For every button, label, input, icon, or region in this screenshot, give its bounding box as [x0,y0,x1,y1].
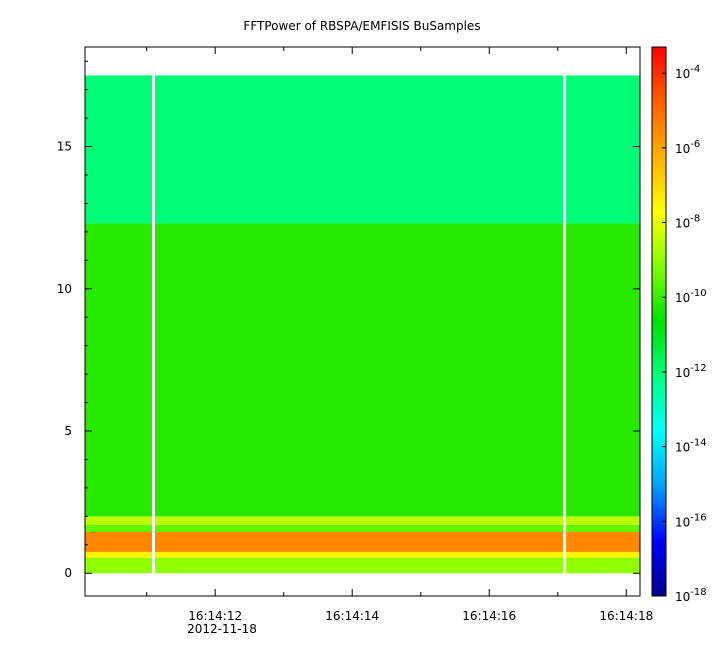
x-tick-label: 16:14:14 [325,609,379,623]
colorbar-tick-label: 10-10 [675,288,707,305]
x-tick-label: 16:14:12 [188,609,242,623]
chart-title: FFTPower of RBSPA/EMFISIS BuSamples [243,19,480,33]
y-tick-label: 10 [57,282,72,296]
colorbar-tick-label: 10-14 [675,438,707,455]
y-tick-label: 0 [64,566,72,580]
plot-area [84,46,641,597]
x-axis: 16:14:12 16:14:14 16:14:16 16:14:18 [146,47,653,623]
colorbar-tick-label: 10-6 [675,139,700,156]
colorbar: 10-4 10-6 10-8 10-10 10-12 10-14 10-16 10-18 [651,46,707,604]
spectrogram-band [85,557,640,574]
x-tick-label: 16:14:18 [599,609,653,623]
colorbar-tick-label: 10-8 [675,214,700,231]
spectrogram-band [85,531,640,552]
spectrogram-band [85,551,640,558]
colorbar-tick-label: 10-18 [675,587,707,604]
data-gap-line [563,75,567,574]
colorbar-tick-label: 10-12 [675,363,707,380]
colorbar-tick-label: 10-4 [675,64,700,81]
y-axis: 0 5 10 15 [57,60,640,580]
colorbar-tick-label: 10-16 [675,512,707,529]
y-tick-label: 15 [57,140,72,154]
x-date-label: 2012-11-18 [187,622,257,636]
colorbar-gradient [651,46,667,597]
plot-frame [84,46,641,597]
spectrogram-band [85,516,640,525]
spectrogram-band [85,75,640,224]
y-tick-label: 5 [64,424,72,438]
x-tick-label: 16:14:16 [462,609,516,623]
spectrogram-band [85,223,640,517]
data-gap-line [152,75,156,574]
spectrogram-band [85,524,640,532]
